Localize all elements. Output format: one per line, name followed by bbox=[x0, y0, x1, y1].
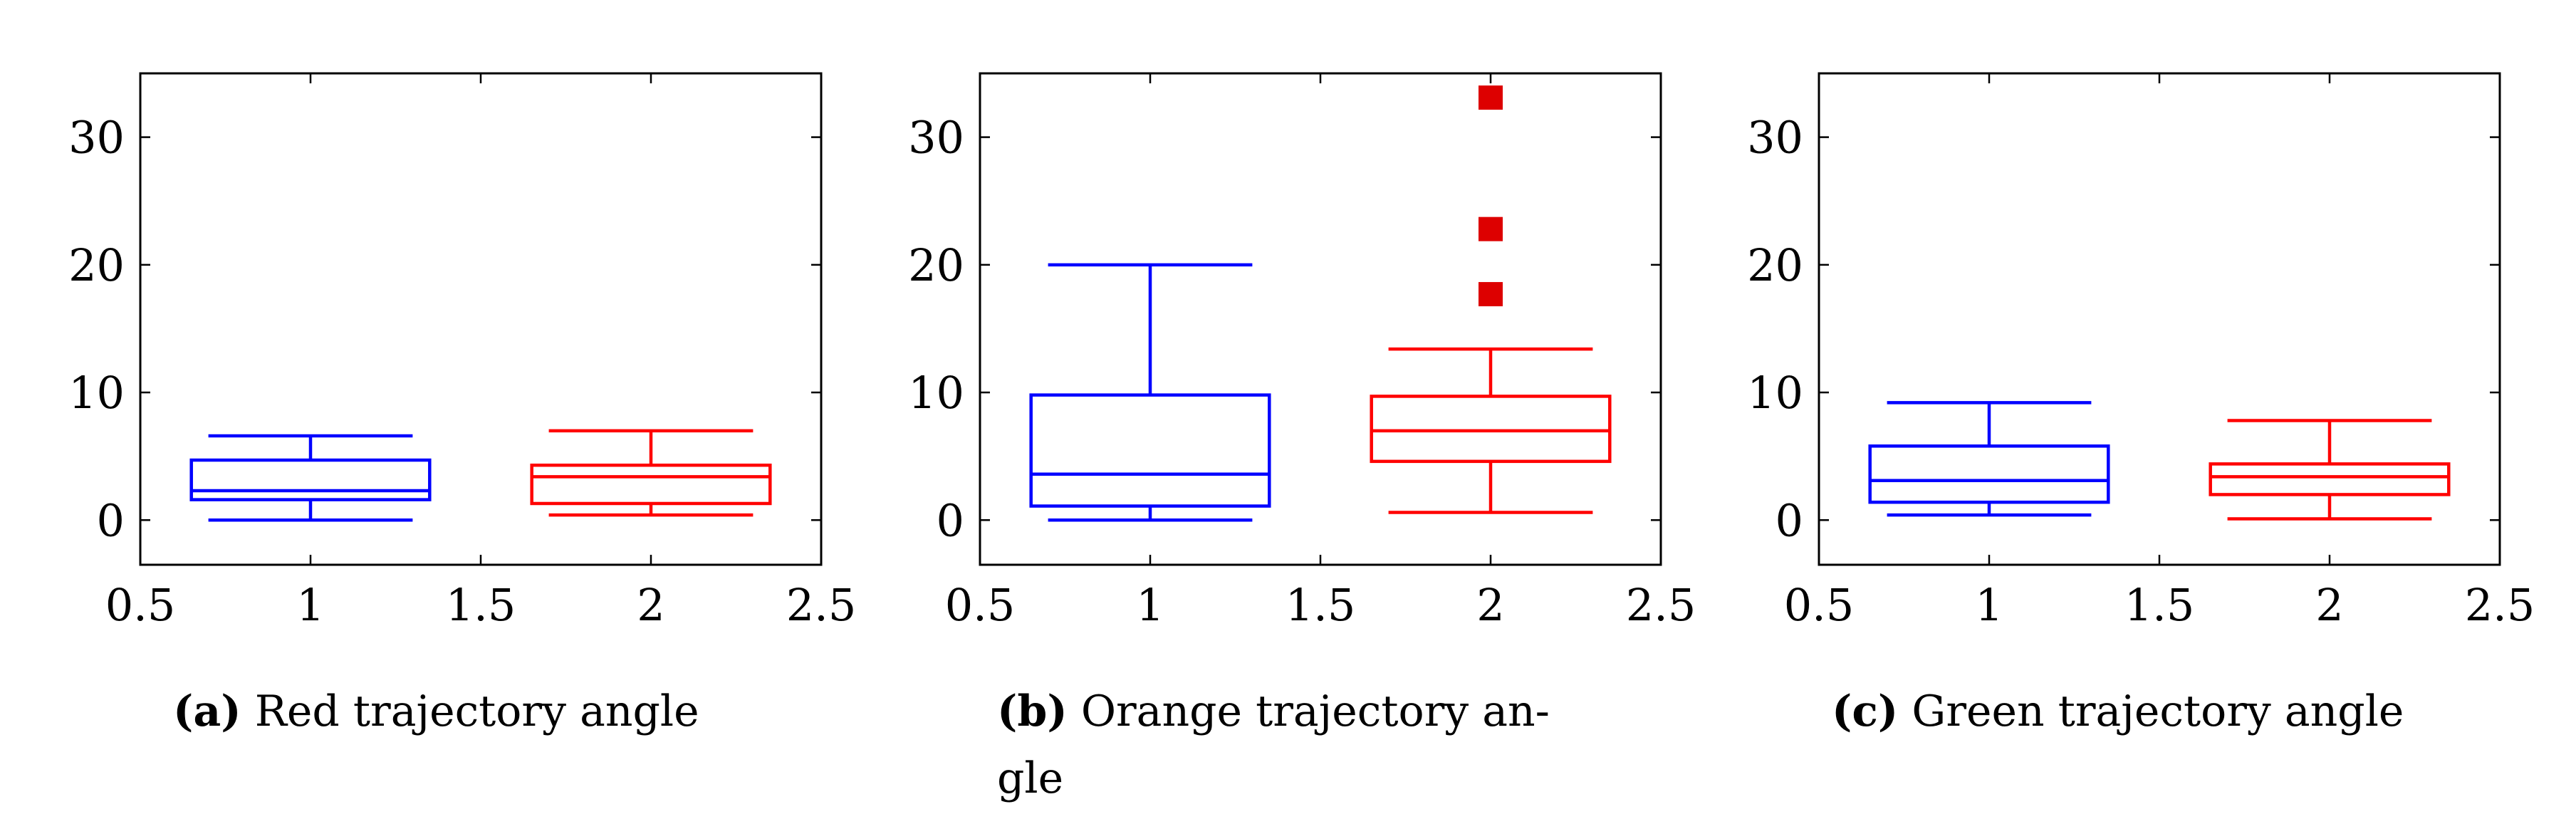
x-tick-label: 0.5 bbox=[945, 579, 1016, 631]
caption-a: (a) Red trajectory angle bbox=[173, 678, 757, 745]
caption-b-text: Orange trajectory an- bbox=[1080, 687, 1550, 736]
y-tick-label: 10 bbox=[1747, 367, 1803, 419]
panel-b: 0.5 1 1.5 2 2.5 0 10 20 30 bbox=[908, 72, 1696, 631]
y-tick-label: 0 bbox=[1775, 494, 1803, 546]
y-tick-label: 20 bbox=[908, 239, 964, 291]
caption-c-tag: (c) bbox=[1832, 687, 1899, 736]
plot-frame bbox=[979, 72, 1662, 566]
y-tick-label: 30 bbox=[68, 112, 125, 164]
y-tick-label: 0 bbox=[937, 494, 964, 546]
box-1 bbox=[1868, 401, 2110, 517]
caption-a-text: Red trajectory angle bbox=[254, 687, 699, 736]
box-2 bbox=[1370, 85, 1612, 514]
caption-c: (c) Green trajectory angle bbox=[1832, 678, 2473, 745]
y-tick-label: 30 bbox=[908, 112, 964, 164]
x-tick-label: 2.5 bbox=[786, 579, 857, 631]
caption-b: (b) Orange trajectory an- gle bbox=[997, 678, 1638, 812]
x-tick-label: 2 bbox=[637, 579, 664, 631]
outlier-marker bbox=[1479, 282, 1503, 307]
outlier-marker bbox=[1479, 85, 1503, 110]
caption-a-tag: (a) bbox=[173, 687, 241, 736]
x-tick-label: 0.5 bbox=[1784, 579, 1855, 631]
y-tick-label: 30 bbox=[1747, 112, 1803, 164]
outlier-marker bbox=[1479, 217, 1503, 241]
y-tick-label: 0 bbox=[97, 494, 125, 546]
caption-c-text: Green trajectory angle bbox=[1912, 687, 2404, 736]
iqr-box bbox=[2209, 462, 2451, 496]
panel-c: 0.5 1 1.5 2 2.5 0 10 20 30 bbox=[1747, 72, 2535, 631]
y-tick-label: 10 bbox=[68, 367, 125, 419]
caption-b-text-line2: gle bbox=[997, 753, 1064, 803]
iqr-box bbox=[1370, 395, 1612, 464]
panel-a: 0.5 1 1.5 2 2.5 0 10 20 30 bbox=[68, 72, 857, 631]
x-tick-label: 1 bbox=[1975, 579, 2003, 631]
box-1 bbox=[189, 434, 432, 522]
iqr-box bbox=[1868, 444, 2110, 504]
x-tick-label: 0.5 bbox=[105, 579, 176, 631]
x-tick-label: 1.5 bbox=[1286, 579, 1356, 631]
x-tick-label: 2 bbox=[1476, 579, 1504, 631]
y-tick-label: 20 bbox=[1747, 239, 1803, 291]
box-1 bbox=[1029, 263, 1271, 522]
y-tick-label: 20 bbox=[68, 239, 125, 291]
x-tick-label: 2.5 bbox=[1626, 579, 1696, 631]
box-2 bbox=[530, 429, 772, 517]
x-tick-label: 1.5 bbox=[446, 579, 516, 631]
x-tick-label: 1.5 bbox=[2124, 579, 2195, 631]
x-tick-label: 2.5 bbox=[2465, 579, 2535, 631]
plot-frame bbox=[1818, 72, 2501, 566]
iqr-box bbox=[530, 463, 772, 506]
y-tick-label: 10 bbox=[908, 367, 964, 419]
iqr-box bbox=[1029, 393, 1271, 508]
x-tick-label: 2 bbox=[2315, 579, 2343, 631]
x-tick-label: 1 bbox=[296, 579, 324, 631]
iqr-box bbox=[189, 458, 432, 501]
caption-b-tag: (b) bbox=[997, 687, 1068, 736]
x-tick-label: 1 bbox=[1136, 579, 1164, 631]
box-2 bbox=[2209, 419, 2451, 521]
